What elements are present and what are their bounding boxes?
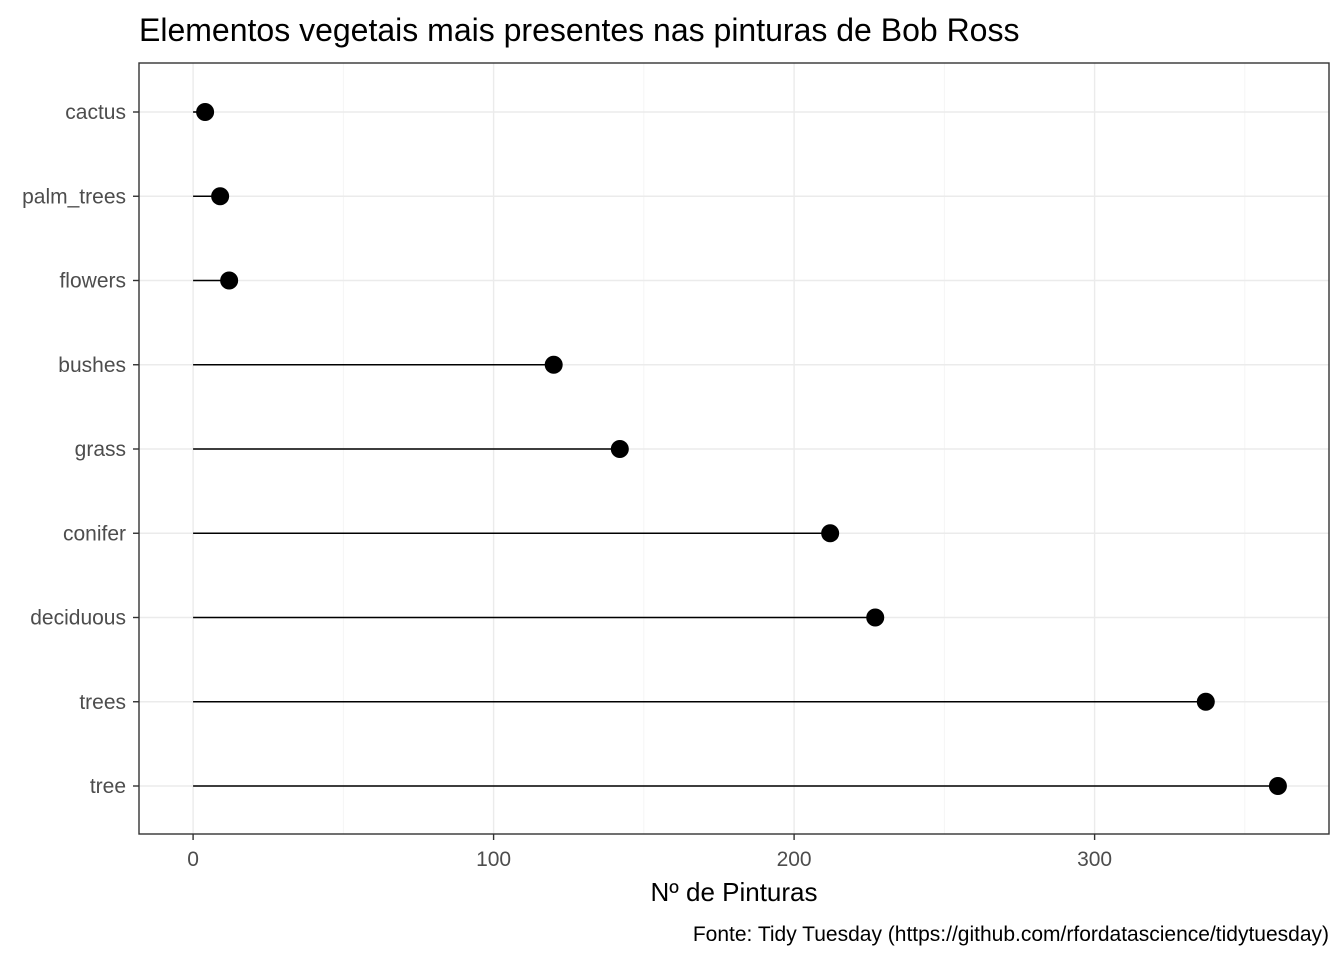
chart-caption: Fonte: Tidy Tuesday (https://github.com/… xyxy=(693,923,1329,946)
point-deciduous xyxy=(866,608,885,627)
x-tick-label: 200 xyxy=(777,848,812,871)
point-palm_trees xyxy=(211,187,230,206)
x-tick-label: 300 xyxy=(1077,848,1112,871)
y-tick-label-cactus: cactus xyxy=(65,101,126,124)
x-tick-label: 0 xyxy=(187,848,199,871)
point-bushes xyxy=(544,355,563,374)
y-tick-label-grass: grass xyxy=(75,438,126,461)
y-tick-label-conifer: conifer xyxy=(63,522,126,545)
y-tick-label-flowers: flowers xyxy=(59,270,126,293)
point-flowers xyxy=(220,271,239,290)
stems xyxy=(193,111,1278,787)
x-tick-label: 100 xyxy=(476,848,511,871)
point-grass xyxy=(610,440,629,458)
points xyxy=(196,103,1287,795)
x-axis-title: Nº de Pinturas xyxy=(650,877,817,907)
y-tick-label-palm_trees: palm_trees xyxy=(22,185,126,208)
chart-title: Elementos vegetais mais presentes nas pi… xyxy=(139,12,1019,48)
point-cactus xyxy=(196,103,215,121)
y-tick-label-deciduous: deciduous xyxy=(30,607,126,630)
point-conifer xyxy=(821,524,840,543)
y-tick-label-tree: tree xyxy=(90,775,126,798)
x-axis: 0 100 200 300 xyxy=(187,834,1112,871)
y-tick-label-bushes: bushes xyxy=(58,354,126,377)
point-trees xyxy=(1196,692,1215,711)
point-tree xyxy=(1268,777,1287,795)
y-tick-label-trees: trees xyxy=(79,691,126,714)
